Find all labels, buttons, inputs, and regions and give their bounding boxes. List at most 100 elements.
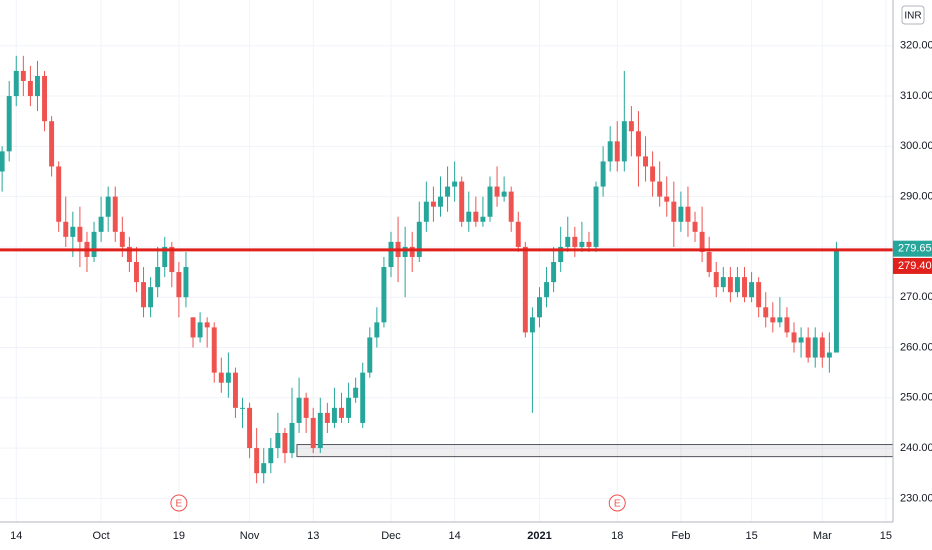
candle-body (445, 186, 451, 197)
candle-body (317, 412, 323, 449)
currency-box[interactable] (901, 5, 925, 25)
event-label: E (614, 499, 621, 510)
candle-body (13, 70, 19, 97)
x-tick-label: Nov (240, 530, 260, 542)
candle-body (423, 201, 429, 222)
candle-body (805, 337, 811, 358)
candle-body (112, 196, 118, 232)
candle-body (119, 231, 125, 247)
candle-body (42, 75, 48, 122)
candle-body (339, 407, 344, 418)
candle-body (784, 317, 790, 333)
candle-body (105, 196, 111, 217)
candle-body (749, 282, 755, 298)
candle-body (487, 186, 493, 217)
candle-body (791, 332, 797, 343)
candle-body (409, 246, 415, 257)
candle-body (98, 216, 104, 232)
candle-body (261, 463, 267, 474)
y-tick-label: 310.00 (900, 90, 932, 102)
candle-body (126, 246, 132, 263)
x-tick-label: 15 (880, 530, 892, 542)
x-tick-label: 15 (745, 530, 757, 542)
candle-body (529, 317, 535, 333)
candle-body (671, 201, 677, 222)
y-tick-label: 230.00 (900, 492, 932, 504)
last-price-label: 279.65 (898, 243, 932, 255)
y-tick-label: 290.00 (900, 191, 932, 203)
candle-body (812, 337, 818, 358)
candle-body (515, 221, 521, 247)
candle-body (6, 96, 12, 152)
candle-body (734, 277, 740, 293)
candle-body (360, 372, 366, 423)
candle-body (621, 121, 627, 162)
candle-body (833, 248, 839, 353)
candle-body (579, 241, 585, 247)
level-price-box (893, 257, 932, 274)
candle-body (508, 191, 514, 222)
candle-body (826, 352, 832, 358)
x-tick-label: Dec (381, 530, 401, 542)
candle-body (289, 422, 295, 454)
candle-body (77, 226, 83, 242)
candle-body (346, 397, 352, 418)
candle-body (56, 166, 62, 222)
event-marker (608, 494, 626, 512)
candle-body (225, 372, 231, 383)
candle-body (692, 221, 698, 232)
y-tick-label: 240.00 (900, 442, 932, 454)
candle-body (558, 246, 564, 263)
candle-body (657, 181, 663, 197)
candle-body (586, 241, 592, 247)
candle-body (331, 407, 337, 423)
candle-body (416, 221, 422, 257)
candle-body (254, 448, 260, 474)
x-tick-label: Oct (93, 530, 110, 542)
candle-body (466, 211, 472, 222)
candle-body (459, 181, 465, 222)
candle-body (664, 196, 670, 202)
candle-body (473, 211, 479, 222)
candle-body (600, 161, 606, 187)
candle-body (494, 186, 500, 197)
candle-body (763, 307, 769, 318)
candle-body (282, 432, 288, 454)
candle-body (63, 221, 69, 237)
x-tick-label: Mar (813, 530, 832, 542)
candle-body (402, 246, 408, 257)
candle-body (49, 121, 55, 167)
y-tick-label: 260.00 (900, 341, 932, 353)
currency-label[interactable]: INR (904, 11, 921, 22)
candle-body (522, 246, 528, 333)
candle-body (798, 337, 804, 343)
last-price-box (893, 240, 932, 257)
candle-body (275, 432, 281, 449)
candle-body (452, 181, 458, 187)
candle-body (720, 277, 726, 288)
candle-body (211, 327, 217, 373)
candle-body (183, 267, 189, 298)
candle-body (303, 397, 309, 418)
zone (296, 444, 894, 458)
candle-body (367, 337, 373, 373)
event-label: E (176, 499, 183, 510)
candle-body (551, 262, 557, 283)
event-marker (170, 494, 188, 512)
candle-body (197, 322, 203, 338)
candle-body (190, 317, 196, 338)
candle-body (544, 282, 550, 298)
candle-body (353, 387, 359, 398)
candle-body (34, 75, 40, 97)
candle-body (155, 267, 161, 288)
candle-body (296, 397, 302, 423)
candle-body (247, 407, 253, 449)
candle-body (607, 141, 613, 162)
candle-body (0, 151, 5, 172)
candle-body (148, 287, 154, 308)
x-tick-label: 19 (173, 530, 185, 542)
candle-body (169, 246, 175, 273)
candle-body (777, 317, 783, 323)
x-tick-label: Feb (671, 530, 690, 542)
